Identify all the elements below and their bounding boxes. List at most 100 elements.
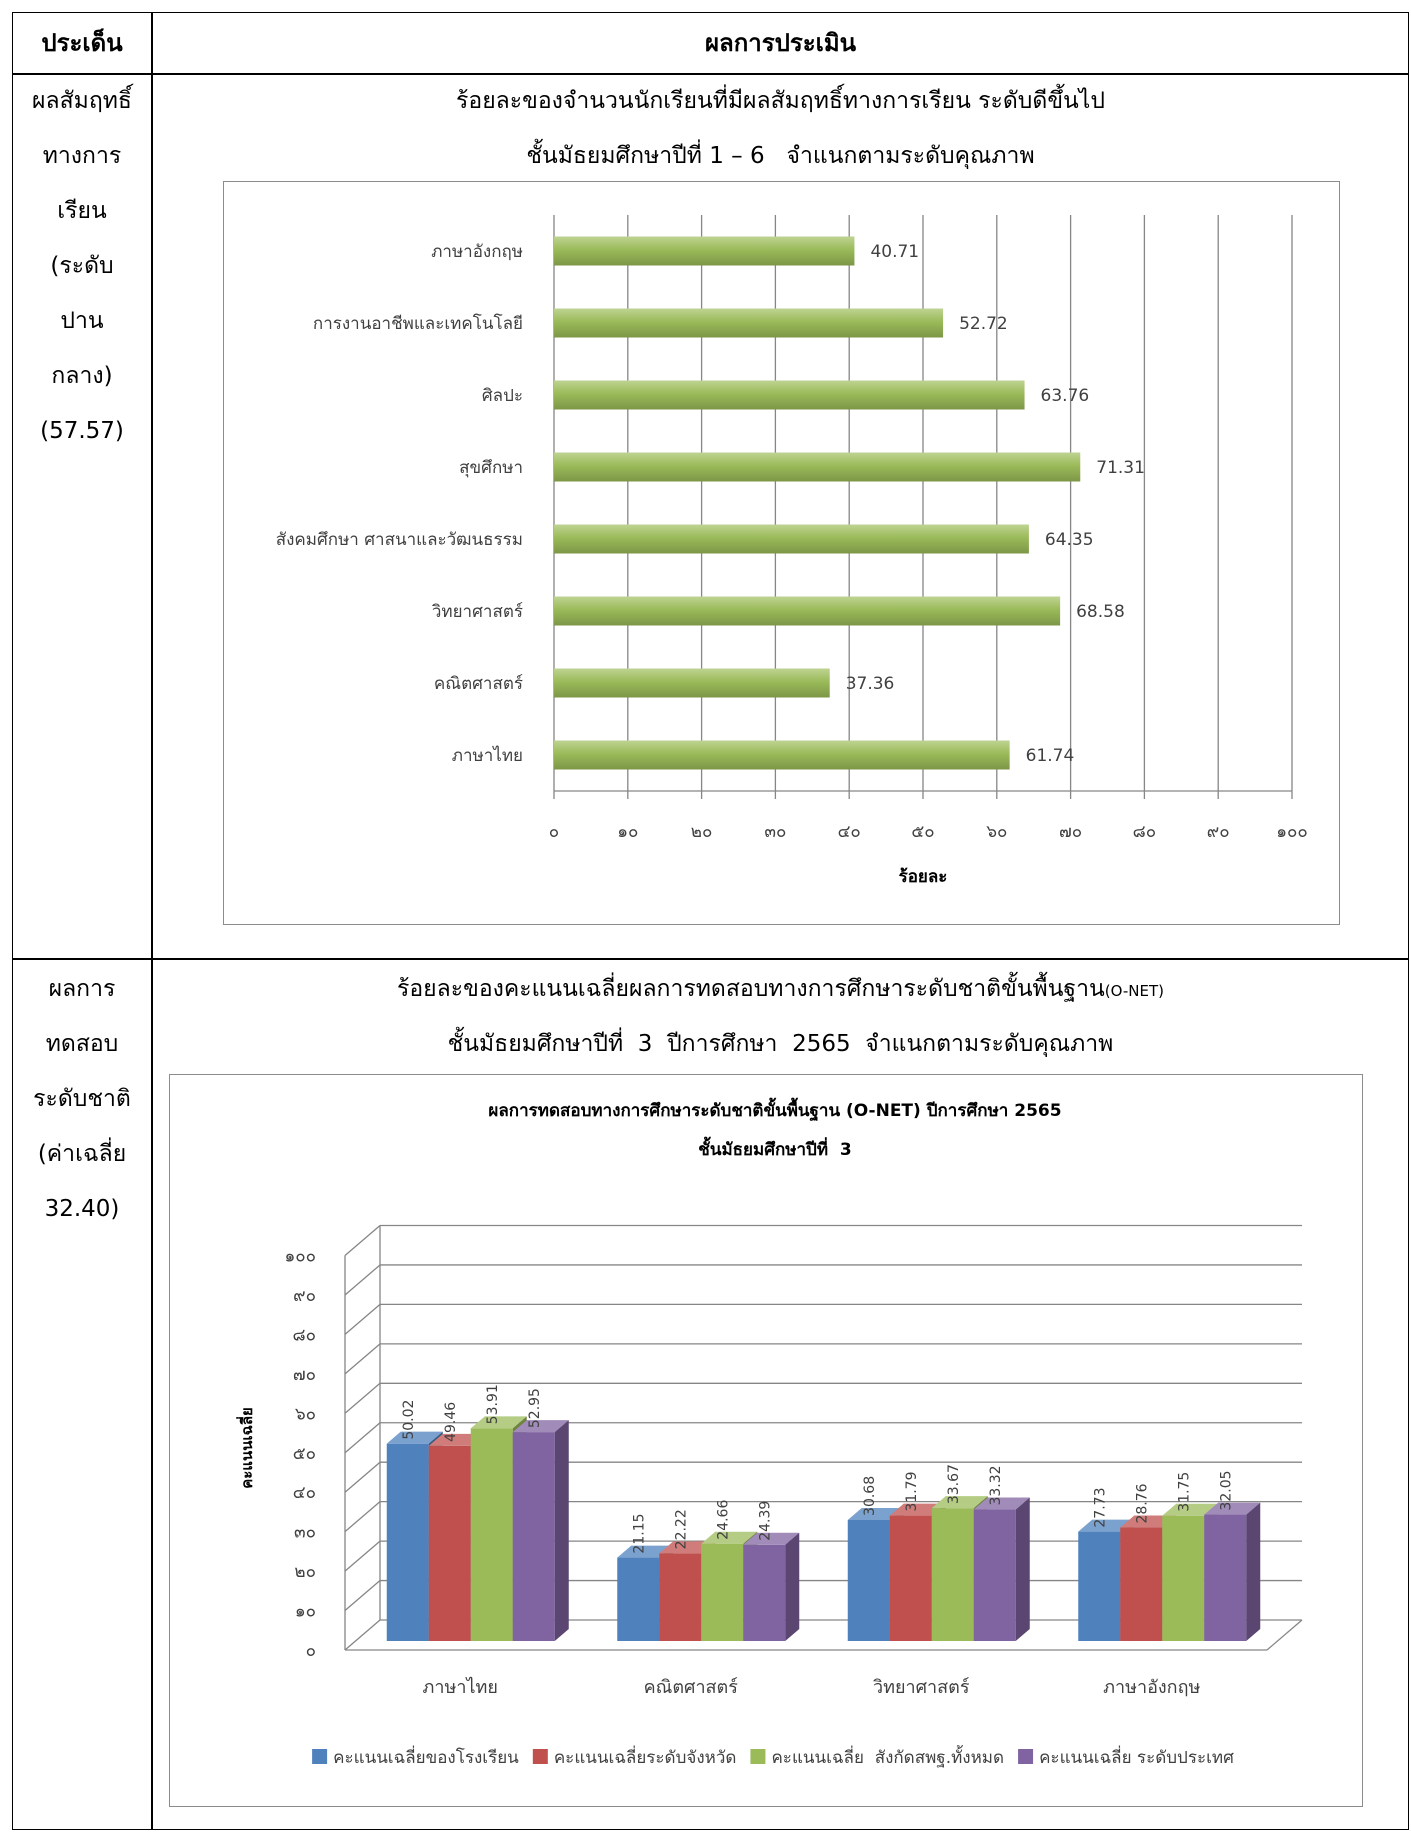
legend-item: คะแนนเฉลี่ยของโรงเรียน	[312, 1745, 519, 1768]
bar-front	[659, 1553, 702, 1641]
bar	[554, 596, 1061, 626]
achievement-bar-chart: ๐ ๑๐ ๒๐ ๓๐ ๔๐ ๕๐ ๖๐ ๗๐ ๘๐ ๙๐ ๑๐๐ ภาษาไทย 61.74 คณิตศา…	[276, 215, 1308, 887]
x-tick-label: ๙๐	[1207, 822, 1230, 842]
data-label: 61.74	[1026, 746, 1075, 766]
bar-front	[1162, 1515, 1205, 1641]
legend-item: คะแนนเฉลี่ย สังกัดสพฐ.ทั้งหมด	[750, 1745, 1004, 1768]
bar-top	[1204, 1502, 1261, 1515]
legend-label: คะแนนเฉลี่ยของโรงเรียน	[333, 1745, 519, 1768]
bar-front	[889, 1515, 932, 1641]
side-wall-gridline	[344, 1580, 381, 1612]
bar-side	[1246, 1502, 1261, 1641]
x-tick-label: ๘๐	[1133, 822, 1157, 842]
data-label: 30.68	[862, 1476, 878, 1516]
legend-swatch	[750, 1749, 766, 1764]
bar-front	[617, 1557, 660, 1641]
topic-line: (ระดับ	[50, 253, 114, 279]
heading-line: ร้อยละของจำนวนนักเรียนที่มีผลสัมฤทธิ์ทาง…	[456, 88, 1105, 114]
data-label: 37.36	[846, 674, 895, 694]
bar-front	[973, 1509, 1016, 1641]
x-tick-label: ๒๐	[691, 822, 713, 842]
legend-swatch	[312, 1749, 328, 1764]
topic-line: ทางการ	[42, 143, 122, 169]
y-tick-label: ๗๐	[293, 1365, 316, 1385]
x-tick-label: ๑๐	[617, 822, 638, 842]
topic-line: ผลสัมฤทธิ์	[32, 88, 132, 114]
data-label: 21.15	[631, 1513, 647, 1553]
y-axis-title: คะแนนเฉลี่ย	[236, 1407, 256, 1489]
legend-item: คะแนนเฉลี่ยระดับจังหวัด	[532, 1745, 736, 1768]
heading-line: ชั้นมัธยมศึกษาปีที่ 3 ปีการศึกษา 2565 จำ…	[447, 1031, 1114, 1057]
side-wall-gridline	[344, 1461, 381, 1493]
data-label: 32.05	[1218, 1470, 1234, 1510]
topic-line: ทดสอบ	[45, 1031, 119, 1057]
data-label: 24.66	[715, 1500, 731, 1540]
side-wall-gridline	[344, 1264, 381, 1296]
category-label: สังคมศึกษา ศาสนาและวัฒนธรรม	[276, 530, 523, 550]
data-label: 68.58	[1076, 602, 1125, 622]
y-tick-label: ๑๐๐	[284, 1247, 316, 1267]
header-topic: ประเด็น	[41, 29, 123, 57]
topic-line: ระดับชาติ	[33, 1086, 131, 1112]
bar-front	[1204, 1514, 1247, 1641]
data-label: 22.22	[673, 1509, 689, 1549]
x-tick-label: ๐	[549, 822, 559, 842]
y-tick-label: ๕๐	[293, 1444, 316, 1464]
data-label: 49.46	[443, 1402, 459, 1442]
floor-side-edge	[1266, 1619, 1303, 1651]
bar-side	[785, 1532, 800, 1641]
y-tick-label: ๔๐	[293, 1483, 316, 1503]
side-wall-gridline	[344, 1501, 381, 1533]
category-label: การงานอาชีพและเทคโนโลยี	[313, 313, 523, 334]
data-label: 31.79	[904, 1471, 920, 1511]
category-label: ศิลปะ	[482, 386, 523, 406]
x-tick-label: ๓๐	[764, 822, 786, 842]
legend-swatch	[532, 1749, 548, 1764]
data-label: 31.75	[1176, 1472, 1192, 1512]
category-label: คณิตศาสตร์	[644, 1677, 739, 1698]
data-label: 71.31	[1096, 458, 1145, 478]
onet-3d-column-chart: ผลการทดสอบทางการศึกษาระดับชาติขั้นพื้นฐา…	[236, 1097, 1303, 1768]
category-label: ภาษาไทย	[423, 1676, 498, 1698]
bar-top	[743, 1532, 800, 1545]
heading-line: ร้อยละของคะแนนเฉลี่ยผลการทดสอบทางการศึกษ…	[153, 962, 1408, 1017]
y-tick-label: ๐	[306, 1641, 316, 1661]
side-wall-gridline	[344, 1382, 381, 1414]
data-label: 28.76	[1134, 1483, 1150, 1523]
y-tick-label: ๓๐	[294, 1523, 316, 1543]
header-row-divider	[12, 73, 1409, 75]
category-label: วิทยาศาสตร์	[873, 1677, 970, 1698]
y-tick-label: ๙๐	[293, 1286, 316, 1306]
category-label: คณิตศาสตร์	[434, 674, 523, 694]
legend-swatch	[1018, 1749, 1034, 1764]
bar	[554, 380, 1025, 410]
bar-side	[1015, 1497, 1030, 1641]
topic-line: ปาน	[60, 308, 104, 334]
bar-top	[1162, 1503, 1219, 1516]
side-wall-gridline	[344, 1619, 381, 1651]
y-tick-label: ๘๐	[293, 1325, 317, 1345]
topic-line: 32.40)	[44, 1196, 120, 1222]
bar	[554, 668, 830, 698]
plot-area: ๐ ๑๐ ๒๐ ๓๐ ๔๐ ๕๐ ๖๐ ๗๐ ๘๐ ๙๐ ๑๐๐ ภาษาไทย 61.74 คณิตศา…	[276, 215, 1308, 842]
data-label: 52.72	[959, 314, 1008, 334]
topic-line: ผลการ	[48, 976, 116, 1002]
heading-line: ชั้นมัธยมศึกษาปีที่ 1 – 6 จำแนกตามระดับค…	[526, 143, 1035, 169]
row1-heading: ร้อยละของจำนวนนักเรียนที่มีผลสัมฤทธิ์ทาง…	[153, 74, 1408, 184]
side-wall-gridline	[344, 1343, 381, 1375]
row1-topic: ผลสัมฤทธิ์ ทางการ เรียน (ระดับ ปาน กลาง)…	[13, 74, 151, 459]
bar-front	[931, 1508, 974, 1641]
x-tick-label: ๔๐	[838, 822, 861, 842]
column-divider	[151, 12, 153, 1830]
side-wall-gridline	[344, 1540, 381, 1572]
data-label: 33.32	[988, 1465, 1004, 1505]
bar-front	[847, 1519, 890, 1641]
bar-front	[1120, 1527, 1163, 1641]
x-tick-label: ๑๐๐	[1276, 822, 1308, 842]
data-label: 40.71	[870, 242, 919, 262]
achievement-chart-box: ๐ ๑๐ ๒๐ ๓๐ ๔๐ ๕๐ ๖๐ ๗๐ ๘๐ ๙๐ ๑๐๐ ภาษาไทย 61.74 คณิตศา…	[223, 181, 1340, 925]
x-tick-label: ๗๐	[1059, 822, 1082, 842]
bar-front	[701, 1543, 744, 1641]
bar-front	[1078, 1531, 1121, 1641]
